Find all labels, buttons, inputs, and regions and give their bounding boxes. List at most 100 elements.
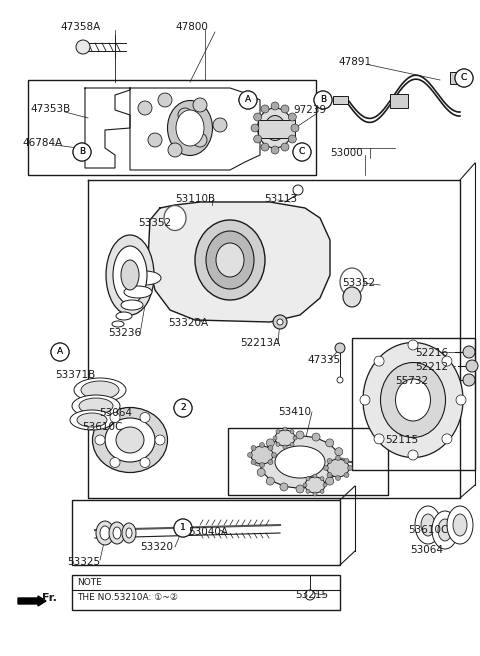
- Circle shape: [174, 399, 192, 417]
- Text: 47891: 47891: [338, 57, 371, 67]
- Text: 1: 1: [180, 523, 186, 533]
- Circle shape: [261, 105, 269, 113]
- Ellipse shape: [77, 413, 107, 427]
- Circle shape: [463, 374, 475, 386]
- Circle shape: [374, 434, 384, 444]
- Circle shape: [110, 413, 120, 422]
- Text: C: C: [461, 73, 467, 83]
- Text: 52115: 52115: [385, 435, 418, 445]
- Text: 47353B: 47353B: [30, 104, 70, 114]
- Text: 52213A: 52213A: [240, 338, 280, 348]
- Text: C: C: [299, 148, 305, 157]
- Bar: [333, 96, 348, 104]
- Text: 53325: 53325: [67, 557, 100, 567]
- Text: 53352: 53352: [342, 278, 375, 288]
- Ellipse shape: [257, 108, 292, 148]
- Circle shape: [335, 343, 345, 353]
- Ellipse shape: [116, 312, 132, 320]
- Circle shape: [290, 430, 294, 434]
- Circle shape: [344, 459, 349, 463]
- Circle shape: [313, 492, 317, 496]
- Circle shape: [271, 102, 279, 110]
- Ellipse shape: [265, 115, 285, 140]
- Circle shape: [293, 143, 311, 161]
- Circle shape: [268, 445, 273, 451]
- Ellipse shape: [164, 205, 186, 230]
- Ellipse shape: [195, 220, 265, 300]
- Text: 2: 2: [180, 403, 186, 413]
- Circle shape: [312, 483, 320, 491]
- Circle shape: [174, 519, 192, 537]
- FancyArrow shape: [18, 596, 46, 606]
- Ellipse shape: [168, 100, 213, 155]
- Circle shape: [306, 489, 310, 493]
- Circle shape: [251, 445, 256, 451]
- Circle shape: [95, 435, 105, 445]
- Circle shape: [155, 435, 165, 445]
- Circle shape: [51, 343, 69, 361]
- Circle shape: [174, 399, 192, 417]
- Circle shape: [193, 98, 207, 112]
- Circle shape: [324, 466, 328, 470]
- Circle shape: [293, 143, 311, 161]
- Circle shape: [326, 439, 334, 447]
- Text: 1: 1: [180, 523, 186, 533]
- Bar: [258, 120, 295, 138]
- Circle shape: [442, 434, 452, 444]
- Text: 97239: 97239: [293, 105, 326, 115]
- Text: 53410: 53410: [278, 407, 311, 417]
- Text: 55732: 55732: [395, 376, 428, 386]
- Ellipse shape: [106, 235, 154, 315]
- Circle shape: [314, 91, 332, 109]
- Text: A: A: [245, 96, 251, 104]
- Ellipse shape: [415, 506, 441, 544]
- Ellipse shape: [96, 521, 114, 545]
- Ellipse shape: [447, 506, 473, 544]
- Ellipse shape: [109, 522, 125, 544]
- Circle shape: [456, 395, 466, 405]
- Ellipse shape: [305, 477, 325, 493]
- Circle shape: [283, 445, 287, 449]
- Text: 53610C: 53610C: [82, 422, 122, 432]
- Circle shape: [293, 185, 303, 195]
- Text: Fr.: Fr.: [42, 593, 57, 603]
- Circle shape: [348, 466, 352, 470]
- Ellipse shape: [176, 110, 204, 146]
- Circle shape: [239, 91, 257, 109]
- Ellipse shape: [421, 514, 435, 536]
- Ellipse shape: [74, 378, 126, 402]
- Circle shape: [266, 477, 274, 485]
- Text: NOTE: NOTE: [77, 578, 102, 587]
- Circle shape: [327, 459, 332, 463]
- Circle shape: [277, 319, 283, 325]
- Text: B: B: [79, 148, 85, 157]
- Ellipse shape: [121, 300, 143, 310]
- Circle shape: [288, 113, 296, 121]
- Circle shape: [280, 483, 288, 491]
- Ellipse shape: [72, 395, 120, 417]
- Ellipse shape: [79, 398, 113, 414]
- Text: B: B: [79, 148, 85, 157]
- Text: 53110B: 53110B: [175, 194, 215, 204]
- Circle shape: [408, 340, 418, 350]
- Circle shape: [338, 458, 346, 466]
- Text: 52216: 52216: [415, 348, 448, 358]
- Bar: [72, 500, 340, 565]
- Circle shape: [158, 93, 172, 107]
- Circle shape: [290, 442, 294, 446]
- Ellipse shape: [113, 527, 121, 539]
- Circle shape: [254, 458, 262, 466]
- Circle shape: [239, 91, 257, 109]
- Circle shape: [296, 485, 304, 493]
- Circle shape: [291, 124, 299, 132]
- Circle shape: [281, 105, 289, 113]
- Text: C: C: [461, 73, 467, 83]
- Circle shape: [266, 439, 274, 447]
- Ellipse shape: [105, 418, 155, 462]
- Ellipse shape: [453, 514, 467, 536]
- Ellipse shape: [260, 436, 340, 488]
- Circle shape: [337, 377, 343, 383]
- Circle shape: [140, 413, 150, 422]
- Text: THE NO.53210A: ①~②: THE NO.53210A: ①~②: [77, 593, 178, 602]
- Circle shape: [336, 455, 340, 461]
